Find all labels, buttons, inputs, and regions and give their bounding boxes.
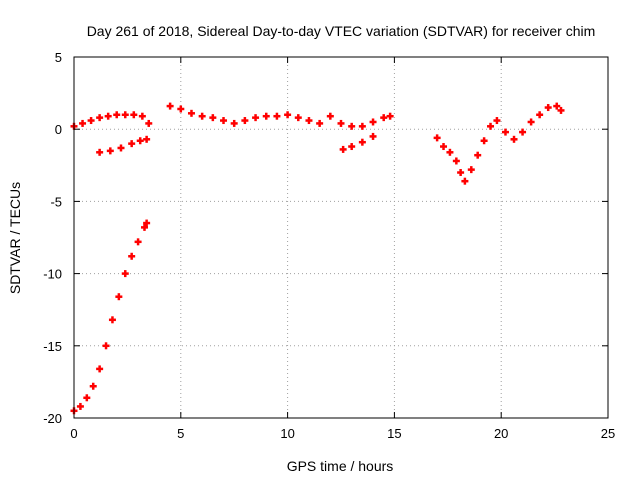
data-point: [557, 106, 565, 114]
data-point: [544, 104, 552, 112]
data-point: [177, 105, 185, 113]
data-point: [446, 148, 454, 156]
data-point: [121, 270, 129, 278]
x-tick-label: 20: [494, 426, 508, 441]
data-point: [166, 102, 174, 110]
data-point: [252, 114, 260, 122]
data-point: [187, 109, 195, 117]
y-tick-label: -5: [50, 194, 62, 209]
x-tick-label: 10: [280, 426, 294, 441]
data-point: [134, 238, 142, 246]
data-point: [474, 151, 482, 159]
data-point: [440, 143, 448, 151]
y-tick-label: -15: [43, 339, 62, 354]
data-point: [452, 157, 460, 165]
data-point: [143, 219, 151, 227]
data-point: [87, 117, 95, 125]
data-series: [70, 102, 565, 415]
x-axis-title: GPS time / hours: [287, 458, 394, 474]
data-point: [138, 112, 146, 120]
data-point: [386, 112, 394, 120]
data-point: [467, 166, 475, 174]
data-point: [128, 252, 136, 260]
data-point: [527, 118, 535, 126]
data-point: [519, 128, 527, 136]
data-point: [262, 112, 270, 120]
data-point: [230, 119, 238, 127]
data-point: [487, 122, 495, 130]
data-point: [337, 119, 345, 127]
data-point: [284, 111, 292, 119]
data-point: [209, 114, 217, 122]
data-point: [480, 137, 488, 145]
y-axis-title: SDTVAR / TECUs: [7, 182, 23, 294]
data-point: [358, 138, 366, 146]
data-point: [143, 135, 151, 143]
y-tick-label: -10: [43, 267, 62, 282]
data-point: [348, 143, 356, 151]
data-point: [96, 365, 104, 373]
data-point: [461, 177, 469, 185]
data-point: [76, 402, 84, 410]
axis-ticks: 0 5 10 15 20 25 -20 -15 -10 -5 0 5: [43, 50, 615, 441]
data-point: [305, 117, 313, 125]
data-point: [117, 144, 125, 152]
data-point: [501, 128, 509, 136]
y-tick-label: 0: [55, 122, 62, 137]
data-point: [102, 342, 110, 350]
data-point: [130, 111, 138, 119]
chart-title: Day 261 of 2018, Sidereal Day-to-day VTE…: [87, 23, 596, 39]
data-point: [369, 118, 377, 126]
data-point: [145, 119, 153, 127]
data-point: [348, 122, 356, 130]
data-point: [316, 119, 324, 127]
data-point: [89, 382, 97, 390]
data-point: [121, 111, 129, 119]
data-point: [273, 112, 281, 120]
data-point: [136, 137, 144, 145]
data-point: [96, 114, 104, 122]
data-point: [96, 148, 104, 156]
x-tick-label: 5: [177, 426, 184, 441]
x-tick-label: 15: [387, 426, 401, 441]
data-point: [198, 112, 206, 120]
data-point: [83, 394, 91, 402]
data-point: [220, 117, 228, 125]
data-point: [113, 111, 121, 119]
data-point: [433, 134, 441, 142]
data-point: [536, 111, 544, 119]
data-point: [294, 114, 302, 122]
data-point: [380, 114, 388, 122]
plot-frame: [73, 56, 609, 419]
data-point: [326, 112, 334, 120]
data-point: [493, 117, 501, 125]
data-point: [369, 132, 377, 140]
data-point: [106, 147, 114, 155]
data-point: [115, 293, 123, 301]
data-point: [104, 112, 112, 120]
y-tick-label: -20: [43, 411, 62, 426]
x-tick-label: 0: [70, 426, 77, 441]
y-tick-label: 5: [55, 50, 62, 65]
data-point: [510, 135, 518, 143]
data-point: [358, 122, 366, 130]
data-point: [553, 102, 561, 110]
data-point: [241, 117, 249, 125]
data-point: [79, 119, 87, 127]
data-point: [128, 140, 136, 148]
data-point: [140, 223, 148, 231]
x-tick-label: 25: [601, 426, 615, 441]
data-point: [108, 316, 116, 324]
data-point: [457, 169, 465, 177]
data-point: [339, 145, 347, 153]
